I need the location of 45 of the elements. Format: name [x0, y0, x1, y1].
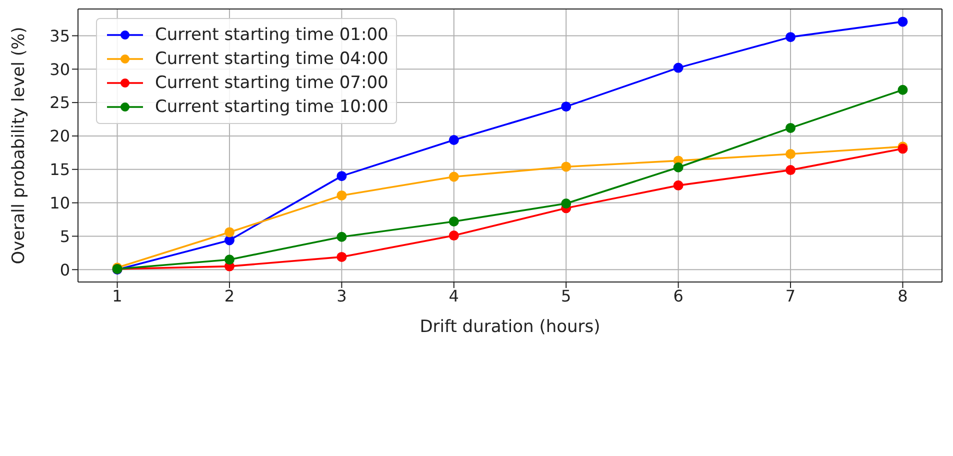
point: [336, 171, 347, 182]
point: [448, 216, 459, 227]
point: [561, 162, 572, 172]
point: [786, 32, 796, 42]
point: [561, 198, 572, 208]
point: [786, 122, 796, 133]
point: [336, 252, 347, 262]
point: [898, 84, 908, 95]
point: [673, 62, 684, 73]
x-tick-label: 6: [673, 286, 684, 306]
y-tick-label: 20: [50, 126, 70, 146]
point: [224, 235, 234, 246]
point: [673, 162, 684, 172]
x-axis-title: Drift duration (hours): [420, 317, 600, 337]
y-tick-label: 35: [50, 26, 70, 46]
y-tick-label: 25: [50, 93, 70, 112]
x-tick-label: 7: [785, 286, 796, 306]
point: [786, 165, 796, 176]
y-axis-title: Overall probability level (%): [9, 26, 30, 264]
legend-label: Current starting time 04:00: [155, 49, 388, 69]
y-tick-label: 15: [50, 160, 70, 180]
y-tick-label: 10: [50, 193, 70, 212]
x-tick-label: 4: [448, 286, 459, 306]
point: [336, 190, 347, 200]
y-tick-label: 0: [60, 260, 70, 280]
point: [448, 172, 459, 182]
x-tick-label: 2: [224, 286, 235, 306]
point: [898, 16, 908, 27]
x-tick-label: 3: [336, 286, 347, 306]
y-tick-label: 30: [50, 60, 70, 79]
point: [224, 254, 234, 265]
x-tick-label: 5: [561, 286, 572, 306]
point: [448, 230, 459, 241]
point: [673, 180, 684, 190]
point: [336, 232, 347, 242]
point: [448, 134, 459, 145]
legend-label: Current starting time 07:00: [155, 73, 388, 93]
point: [224, 227, 234, 238]
x-tick-label: 8: [898, 286, 908, 306]
legend-label: Current starting time 01:00: [155, 25, 388, 45]
legend-label: Current starting time 10:00: [155, 97, 388, 117]
point: [786, 149, 796, 160]
y-tick-label: 5: [60, 226, 70, 246]
x-tick-label: 1: [112, 286, 122, 306]
point: [561, 102, 572, 112]
